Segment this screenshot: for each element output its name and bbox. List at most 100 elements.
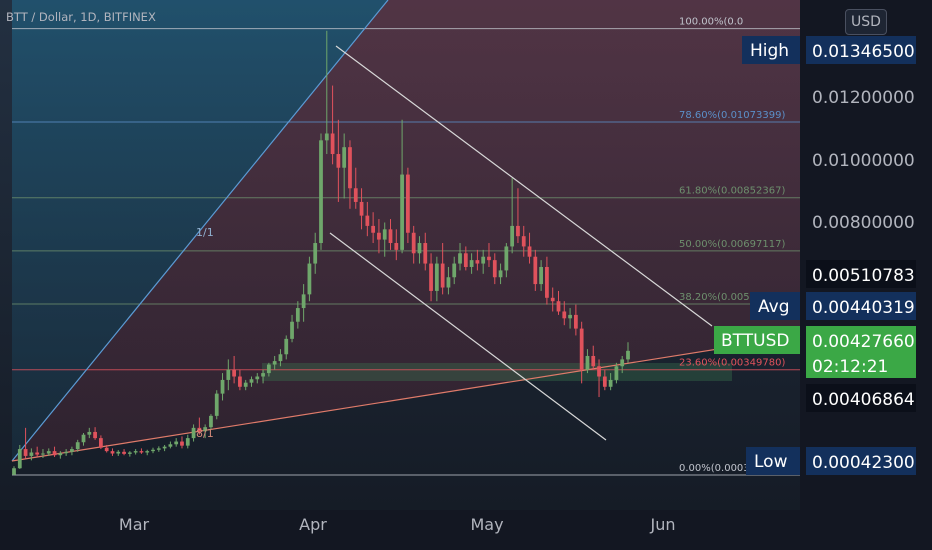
candle-up <box>481 256 486 264</box>
candle-up <box>510 225 515 247</box>
fib-retracement: 100.00%(0.0 78.60%(0.01073399) 61.80%(0.00… <box>12 17 800 476</box>
avg-name-tag <box>750 292 800 320</box>
candle-up <box>342 147 347 168</box>
candlestick-series <box>12 30 630 476</box>
level-tag <box>806 260 916 288</box>
candle-up <box>266 364 271 374</box>
candle-down <box>104 447 109 452</box>
candle-up <box>608 379 613 387</box>
candle-up <box>400 174 404 250</box>
candle-up <box>220 379 225 394</box>
candle-up <box>301 294 306 309</box>
candle-down <box>492 260 497 278</box>
low-name: Low <box>754 452 788 472</box>
candle-up <box>209 415 213 428</box>
fib-level-label: 0.00%(0.0003 <box>679 463 750 474</box>
y-tick-label: 0.00800000 <box>812 213 915 233</box>
candle-up <box>127 452 132 454</box>
candle-up <box>203 427 208 432</box>
fan-label-1-1: 1/1 <box>196 226 214 239</box>
candle-down <box>440 263 445 288</box>
candle-up <box>133 451 138 453</box>
candle-down <box>545 266 549 298</box>
candle-down <box>429 263 433 291</box>
last-price-tag <box>806 326 916 378</box>
candle-up <box>539 266 543 285</box>
candle-up <box>185 438 190 446</box>
candle-down <box>597 366 601 377</box>
candle-up <box>324 133 329 141</box>
candle-down <box>197 427 202 432</box>
high-value-tag <box>806 36 916 64</box>
candle-up <box>284 338 289 355</box>
symbol-name: BTTUSD <box>721 331 789 351</box>
candle-up <box>17 449 22 469</box>
fib-level-label: 61.80%(0.00852367) <box>679 186 785 197</box>
candle-up <box>504 246 509 271</box>
candle-up <box>295 308 300 322</box>
candle-down <box>562 311 567 319</box>
candle-down <box>99 438 103 448</box>
level-value: 0.00406864 <box>812 390 915 410</box>
candle-down <box>238 376 242 387</box>
low-name-tag <box>746 447 800 475</box>
high-value: 0.01346500 <box>812 42 915 62</box>
fib-level-label: 50.00%(0.00697117) <box>679 239 785 250</box>
candle-up <box>70 449 74 452</box>
fan-line-1-1 <box>11 0 389 462</box>
candle-down <box>463 253 468 267</box>
candle-up <box>156 448 161 450</box>
candle-up <box>313 243 318 264</box>
time-scale-background <box>0 510 800 550</box>
candle-up <box>162 446 167 449</box>
support-zone <box>262 363 732 381</box>
candle-down <box>371 225 376 233</box>
fib-level-label: 38.20%(0.0054 <box>679 292 756 303</box>
candle-down <box>110 451 115 454</box>
avg-value: 0.00440319 <box>812 298 915 318</box>
x-tick-label: Mar <box>119 515 150 534</box>
candle-up <box>446 277 451 288</box>
candle-up <box>614 366 619 380</box>
candle-up <box>290 321 294 339</box>
high-name-tag <box>742 36 800 64</box>
fib-level-label: 23.60%(0.00349780) <box>679 358 785 369</box>
candle-up <box>278 354 283 362</box>
currency-button[interactable]: USD <box>845 9 887 35</box>
symbol-name-tag <box>714 326 800 354</box>
candle-down <box>365 215 370 226</box>
candle-up <box>261 373 265 377</box>
y-tick-label: 0.01000000 <box>812 151 915 171</box>
avg-value-tag <box>806 292 916 320</box>
candle-up <box>81 434 86 443</box>
candle-down <box>52 451 57 456</box>
fib-level-label: 100.00%(0.0 <box>679 17 743 28</box>
fan-label-8-1: 8/1 <box>196 427 214 440</box>
candle-up <box>249 379 254 383</box>
candle-down <box>475 260 480 264</box>
candle-up <box>272 361 277 365</box>
candle-up <box>151 449 155 452</box>
candle-up <box>243 382 248 387</box>
candle-up <box>64 451 69 454</box>
candle-down <box>336 154 341 168</box>
candle-up <box>87 431 92 435</box>
candle-up <box>116 451 121 454</box>
candle-up <box>498 270 503 278</box>
candle-up <box>255 376 260 380</box>
channel-upper-line <box>335 45 713 327</box>
candle-down <box>377 232 381 240</box>
candle-down <box>139 451 144 453</box>
candle-down <box>394 243 399 250</box>
candle-up <box>585 355 590 370</box>
candle-up <box>319 140 323 244</box>
candle-down <box>180 441 184 446</box>
x-tick-label: Apr <box>299 515 327 534</box>
candle-down <box>93 431 97 439</box>
candle-down <box>516 225 520 237</box>
candle-down <box>23 449 28 456</box>
last-price-value: 0.00427660 <box>812 332 915 352</box>
candle-down <box>388 229 393 244</box>
